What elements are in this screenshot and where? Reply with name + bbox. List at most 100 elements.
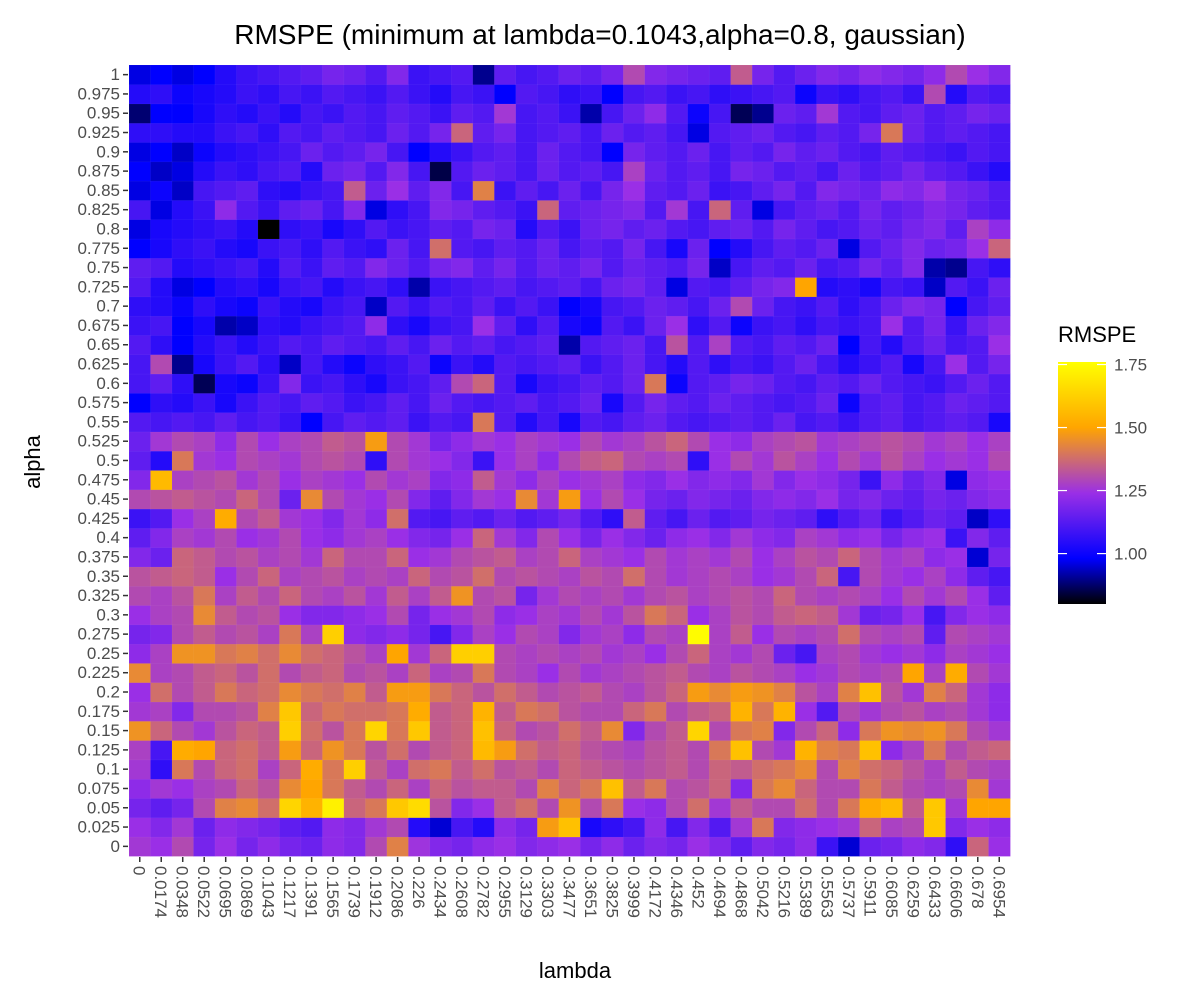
heatmap-cell — [494, 450, 517, 471]
heatmap-cell — [622, 489, 646, 510]
heatmap-cell — [322, 64, 345, 85]
heatmap-cell — [837, 64, 861, 85]
heatmap-cell — [988, 64, 1011, 85]
heatmap-cell — [193, 701, 216, 722]
heatmap-cell — [837, 682, 861, 703]
heatmap-cell — [622, 141, 646, 163]
heatmap-cell — [386, 122, 409, 143]
heatmap-cell — [408, 103, 431, 124]
heatmap-cell — [988, 238, 1011, 259]
heatmap-cell — [386, 662, 409, 684]
heatmap-cell — [751, 547, 775, 568]
heatmap-cell — [665, 219, 689, 240]
heatmap-cell — [451, 797, 474, 819]
heatmap-cell — [171, 585, 195, 606]
heatmap-cell — [494, 547, 517, 568]
heatmap-cell — [128, 161, 152, 182]
heatmap-cell — [429, 161, 452, 182]
heatmap-cell — [300, 604, 324, 626]
heatmap-cell — [837, 489, 861, 510]
heatmap-cell — [257, 817, 281, 838]
heatmap-cell — [902, 334, 925, 356]
color-legend: RMSPE 1.001.251.501.75 — [1058, 322, 1147, 604]
x-tick-label: 0.0869 — [237, 866, 256, 918]
heatmap-cell — [171, 662, 195, 684]
heatmap-cell — [494, 122, 517, 143]
heatmap-cell — [923, 797, 947, 819]
heatmap-cell — [966, 450, 990, 471]
heatmap-cell — [558, 219, 581, 240]
heatmap-cell — [515, 836, 538, 857]
heatmap-cell — [730, 739, 753, 761]
heatmap-cell — [773, 219, 796, 240]
heatmap-cell — [988, 84, 1011, 105]
heatmap-cell — [472, 508, 495, 529]
heatmap-cell — [558, 701, 581, 722]
heatmap-cell — [279, 624, 302, 645]
heatmap-cell — [537, 373, 560, 394]
heatmap-cell — [494, 624, 517, 645]
heatmap-cell — [859, 469, 882, 491]
heatmap-cell — [579, 778, 603, 799]
heatmap-cell — [945, 508, 968, 529]
heatmap-cell — [794, 257, 818, 278]
heatmap-cell — [343, 141, 367, 163]
heatmap-cell — [708, 547, 732, 568]
heatmap-cell — [150, 392, 173, 413]
heatmap-cell — [451, 412, 474, 433]
heatmap-cell — [579, 817, 603, 838]
heatmap-cell — [579, 84, 603, 105]
heatmap-cell — [966, 373, 990, 394]
heatmap-cell — [257, 431, 281, 452]
heatmap-cell — [579, 604, 603, 626]
heatmap-cell — [622, 84, 646, 105]
heatmap-cell — [300, 412, 324, 433]
heatmap-cell — [837, 662, 861, 684]
heatmap-cell — [773, 64, 796, 85]
heatmap-cell — [816, 103, 839, 124]
heatmap-cell — [537, 141, 560, 163]
heatmap-cell — [988, 199, 1011, 220]
heatmap-cell — [451, 450, 474, 471]
y-tick-label: 0.175 — [77, 702, 120, 721]
heatmap-cell — [665, 469, 689, 491]
heatmap-cell — [794, 276, 818, 298]
heatmap-cell — [708, 489, 732, 510]
heatmap-cell — [751, 84, 775, 105]
heatmap-cell — [322, 103, 345, 124]
heatmap-cell — [494, 64, 517, 85]
heatmap-cell — [966, 508, 990, 529]
heatmap-cell — [644, 701, 667, 722]
heatmap-cell — [923, 817, 947, 838]
heatmap-cell — [150, 276, 173, 298]
heatmap-cell — [773, 431, 796, 452]
heatmap-cell — [494, 682, 517, 703]
heatmap-cell — [300, 219, 324, 240]
heatmap-cell — [859, 84, 882, 105]
heatmap-cell — [150, 199, 173, 220]
heatmap-cell — [171, 141, 195, 163]
heatmap-cell — [300, 566, 324, 587]
heatmap-cell — [300, 238, 324, 259]
heatmap-cell — [279, 778, 302, 799]
heatmap-cell — [773, 296, 796, 317]
heatmap-cell — [214, 373, 238, 394]
heatmap-cell — [751, 739, 775, 761]
heatmap-cell — [236, 276, 259, 298]
heatmap-cell — [128, 682, 152, 703]
heatmap-cell — [408, 527, 431, 548]
y-tick-label: 0.725 — [77, 277, 120, 296]
heatmap-cell — [880, 817, 904, 838]
heatmap-cell — [880, 624, 904, 645]
heatmap-cell — [579, 527, 603, 548]
heatmap-cell — [644, 199, 667, 220]
heatmap-cell — [751, 257, 775, 278]
heatmap-cell — [494, 797, 517, 819]
heatmap-cell — [236, 257, 259, 278]
heatmap-cell — [923, 720, 947, 741]
heatmap-cell — [322, 431, 345, 452]
heatmap-cell — [494, 392, 517, 413]
heatmap-cell — [365, 84, 388, 105]
heatmap-cell — [537, 720, 560, 741]
y-tick-label: 0 — [111, 837, 120, 856]
